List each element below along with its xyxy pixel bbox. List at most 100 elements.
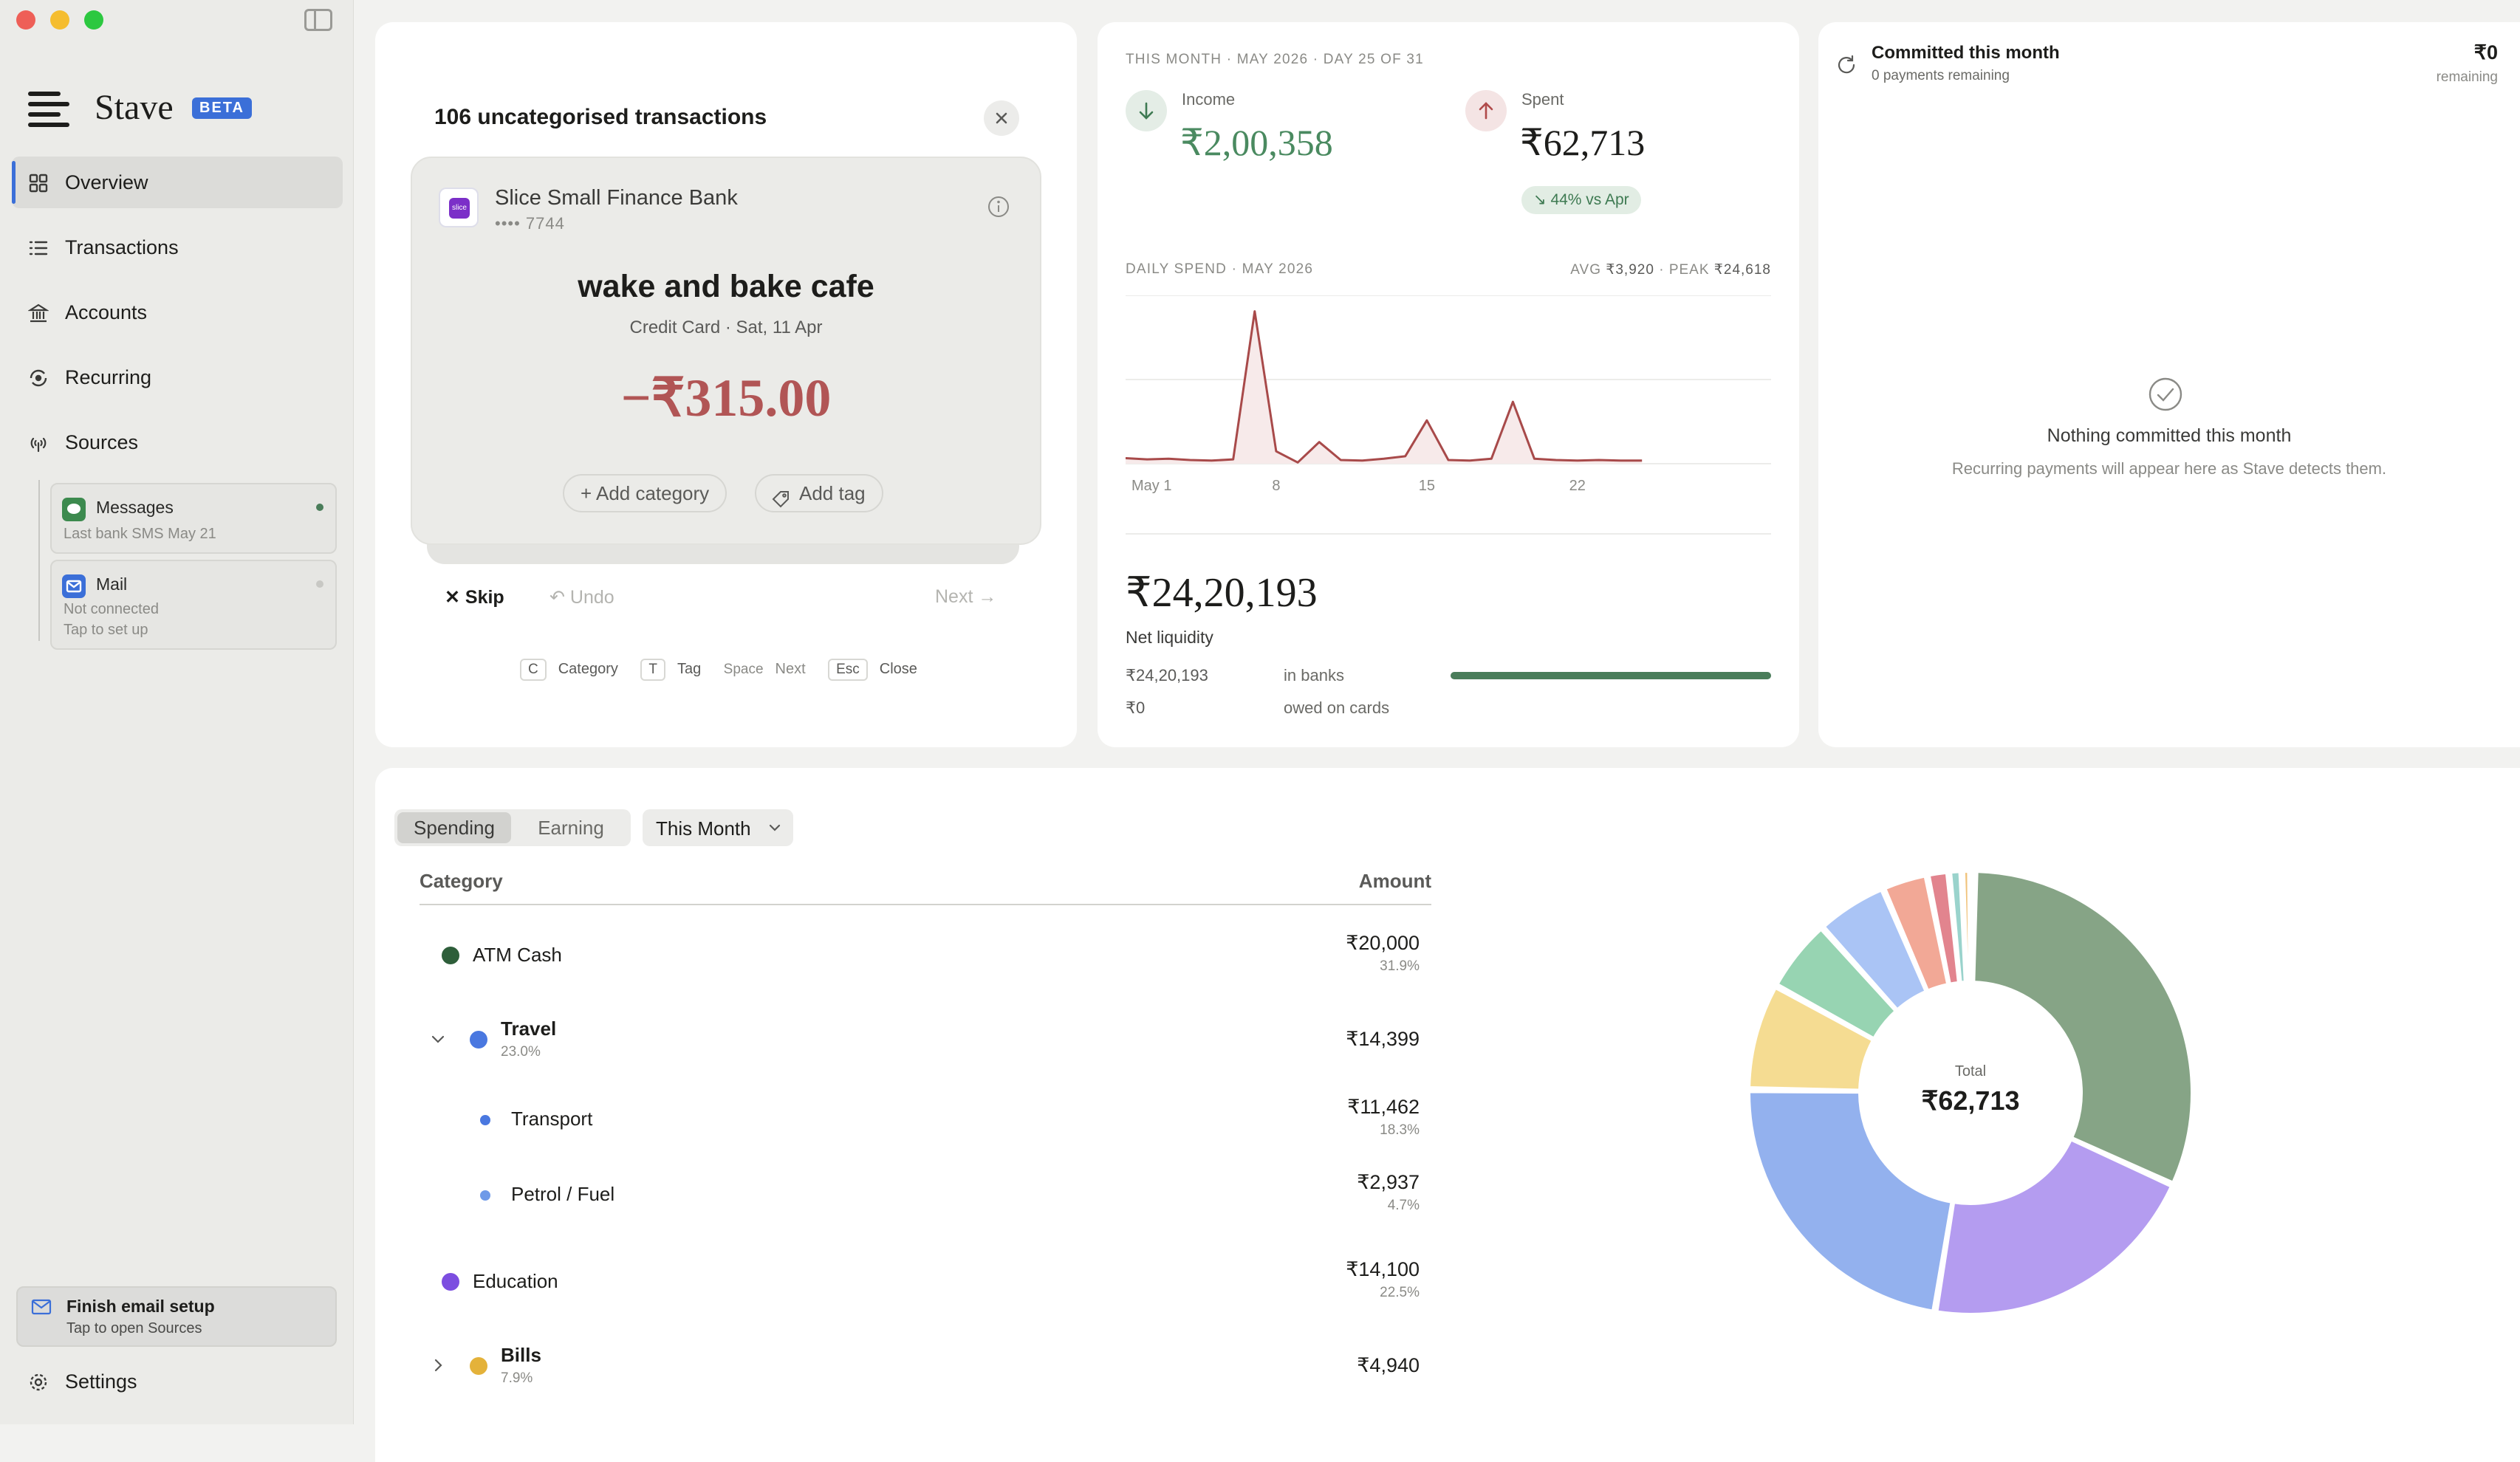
- committed-title: Committed this month: [1872, 43, 2060, 63]
- banks-bar: [1451, 672, 1771, 679]
- close-icon: [996, 112, 1007, 124]
- app-name: Stave: [95, 88, 174, 127]
- spend-line: [1126, 310, 1643, 464]
- x-tick-label: 22: [1569, 478, 1586, 494]
- email-setup-sub: Tap to open Sources: [66, 1320, 202, 1336]
- category-dot: [442, 1273, 459, 1291]
- x-tick-label: May 1: [1131, 478, 1171, 494]
- tab-earning[interactable]: Earning: [538, 817, 604, 839]
- bank-icon: [27, 303, 49, 323]
- tab-spending[interactable]: Spending: [397, 812, 511, 843]
- nav-settings[interactable]: Settings: [12, 1356, 343, 1407]
- period-value: This Month: [656, 817, 751, 840]
- check-circle-icon: [2148, 377, 2183, 416]
- donut-slice[interactable]: [1822, 888, 1928, 1012]
- table-row[interactable]: Travel 23.0% ₹14,399: [420, 1013, 1420, 1072]
- nav-sources[interactable]: Sources: [12, 416, 343, 468]
- info-icon[interactable]: [987, 195, 1010, 222]
- nav-recurring[interactable]: Recurring: [12, 351, 343, 403]
- undo-button[interactable]: ↶ Undo: [549, 586, 614, 608]
- nav-label: Settings: [65, 1370, 137, 1393]
- table-row[interactable]: Petrol / Fuel ₹2,937 4.7%: [420, 1168, 1420, 1227]
- donut-slice[interactable]: [1949, 870, 1967, 984]
- shortcut-label: Category: [558, 661, 618, 677]
- stave-logo-icon: [28, 92, 69, 127]
- sidebar-toggle-icon[interactable]: [304, 9, 332, 31]
- minimize-window-button[interactable]: [50, 10, 69, 30]
- category-name: Bills: [501, 1344, 541, 1366]
- nav-label: Sources: [65, 431, 139, 453]
- next-button[interactable]: Next →: [935, 586, 996, 608]
- donut-slice[interactable]: [1927, 871, 1960, 986]
- finish-email-setup-card[interactable]: Finish email setup Tap to open Sources: [16, 1286, 337, 1347]
- mail-icon: [62, 574, 86, 598]
- nav-label: Recurring: [65, 366, 152, 388]
- nav-label: Transactions: [65, 236, 179, 258]
- avg-label: AVG: [1570, 262, 1601, 278]
- income-label: Income: [1182, 90, 1236, 109]
- chevron-down-icon: [767, 820, 783, 840]
- chevron-down-icon[interactable]: [430, 1031, 446, 1051]
- donut-slice[interactable]: [1883, 874, 1950, 992]
- shortcut-key: Space: [723, 662, 764, 677]
- shortcut-label: Close: [879, 661, 917, 677]
- cards-label: owed on cards: [1284, 699, 1390, 717]
- donut-slice[interactable]: [1972, 870, 2194, 1184]
- add-tag-button[interactable]: Add tag: [755, 474, 883, 512]
- donut-slice[interactable]: [1776, 927, 1897, 1040]
- undo-label: Undo: [569, 587, 614, 608]
- category-amount: ₹14,399: [1346, 1028, 1420, 1050]
- donut-slice[interactable]: [1747, 986, 1874, 1092]
- table-row[interactable]: Education ₹14,100 22.5%: [420, 1255, 1420, 1314]
- source-messages[interactable]: Messages Last bank SMS May 21: [50, 483, 337, 554]
- banks-value: ₹24,20,193: [1126, 666, 1208, 684]
- chevron-right-icon[interactable]: [430, 1357, 446, 1377]
- category-dot: [470, 1357, 487, 1375]
- period-select[interactable]: This Month: [643, 809, 793, 846]
- shortcut-key: Esc: [828, 659, 868, 681]
- table-row[interactable]: Bills 7.9% ₹4,940: [420, 1339, 1420, 1398]
- table-row[interactable]: ATM Cash ₹20,000 31.9%: [420, 929, 1420, 988]
- categorise-panel: 106 uncategorised transactions slice Sli…: [375, 22, 1077, 747]
- month-header: THIS MONTH · MAY 2026 · DAY 25 OF 31: [1126, 52, 1424, 67]
- table-row[interactable]: Transport ₹11,462 18.3%: [420, 1093, 1420, 1152]
- category-pct: 18.3%: [1380, 1122, 1420, 1138]
- close-window-button[interactable]: [16, 10, 35, 30]
- category-name: Transport: [511, 1108, 593, 1130]
- nav-transactions[interactable]: Transactions: [12, 222, 343, 273]
- shortcut-label: Next: [775, 661, 806, 677]
- donut-slice[interactable]: [1962, 870, 1971, 984]
- category-name: Petrol / Fuel: [511, 1183, 615, 1205]
- x-tick-label: 8: [1272, 478, 1280, 494]
- banks-bar-fill: [1451, 672, 1771, 679]
- donut-slice[interactable]: [1970, 870, 1975, 984]
- liquidity-label: Net liquidity: [1126, 628, 1213, 647]
- category-pct: 22.5%: [1380, 1285, 1420, 1300]
- close-button[interactable]: [984, 100, 1019, 136]
- skip-button[interactable]: ✕ Skip: [445, 586, 504, 608]
- email-setup-title: Finish email setup: [66, 1297, 215, 1316]
- spent-delta-text: 44% vs Apr: [1550, 191, 1629, 208]
- x-tick-label: 15: [1419, 478, 1435, 494]
- committed-panel: Committed this month 0 payments remainin…: [1818, 22, 2520, 747]
- undo-icon: ↶: [549, 587, 570, 608]
- add-category-button[interactable]: + Add category: [563, 474, 727, 512]
- keyboard-shortcuts: C Category T Tag Space Next Esc Close: [520, 659, 937, 681]
- source-mail[interactable]: Mail Not connected Tap to set up: [50, 560, 337, 650]
- empty-title: Nothing committed this month: [2047, 425, 2292, 446]
- close-icon: ✕: [445, 587, 465, 608]
- category-amount: ₹11,462: [1347, 1096, 1420, 1118]
- nav-accounts[interactable]: Accounts: [12, 286, 343, 338]
- liquidity-value: ₹24,20,193: [1126, 570, 1318, 616]
- category-pct: 23.0%: [501, 1044, 541, 1060]
- category-pct: 4.7%: [1387, 1198, 1420, 1213]
- daily-spend-chart: May 1 8 15 22: [1126, 295, 1771, 494]
- donut-slice[interactable]: [1747, 1090, 1954, 1313]
- sources-tree-line: [38, 480, 40, 641]
- donut-slice[interactable]: [1935, 1138, 2173, 1316]
- zoom-window-button[interactable]: [84, 10, 103, 30]
- category-name: Education: [473, 1270, 558, 1292]
- col-category: Category: [420, 870, 503, 892]
- this-month-panel: THIS MONTH · MAY 2026 · DAY 25 OF 31 Inc…: [1098, 22, 1799, 747]
- nav-overview[interactable]: Overview: [12, 157, 343, 208]
